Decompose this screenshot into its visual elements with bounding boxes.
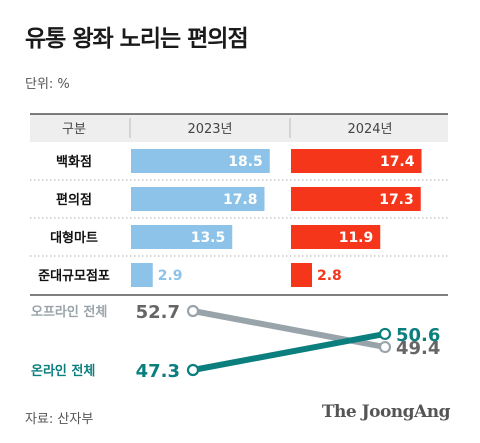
line-point xyxy=(186,304,200,318)
line-value-label: 49.4 xyxy=(396,338,440,359)
bar-2024 xyxy=(291,263,312,287)
bar-value-label: 17.8 xyxy=(223,192,258,208)
chart-title: 유통 왕좌 노리는 편의점 xyxy=(25,26,249,52)
bar-2024 xyxy=(291,187,421,211)
bar-value-label: 17.4 xyxy=(380,154,415,170)
bar-value-label: 13.5 xyxy=(191,230,226,246)
source-note: 자료: 산자부 xyxy=(25,412,94,427)
line-point xyxy=(186,363,200,377)
line-point xyxy=(378,327,392,341)
category-label: 준대규모점포 xyxy=(38,269,110,284)
category-label: 백화점 xyxy=(56,154,92,170)
bar-value-label: 2.9 xyxy=(158,268,183,284)
header-category: 구분 xyxy=(62,122,86,137)
bar-2023 xyxy=(131,225,233,249)
header-year-2023: 2023년 xyxy=(187,122,232,137)
bar-value-label: 17.3 xyxy=(379,192,414,208)
bar-2024 xyxy=(291,149,422,173)
line-series xyxy=(190,330,388,373)
category-label: 대형마트 xyxy=(50,230,98,246)
bar-value-label: 11.9 xyxy=(339,230,374,246)
line-series-name: 오프라인 전체 xyxy=(31,304,107,320)
line-point xyxy=(378,340,392,354)
category-label: 편의점 xyxy=(56,192,92,208)
line-series-name: 온라인 전체 xyxy=(31,363,95,379)
table-header-band xyxy=(30,114,448,142)
bar-2024 xyxy=(291,225,381,249)
line-value-label: 52.7 xyxy=(136,302,180,323)
bar-2023 xyxy=(131,263,153,287)
bar-value-label: 18.5 xyxy=(228,154,263,170)
header-year-2024: 2024년 xyxy=(347,122,392,137)
bar-2023 xyxy=(131,149,270,173)
bar-2023 xyxy=(131,187,265,211)
line-value-label: 47.3 xyxy=(136,361,180,382)
unit-label: 단위: % xyxy=(25,77,70,92)
publisher-logo: The JoongAng xyxy=(321,402,451,422)
bar-value-label: 2.8 xyxy=(317,268,342,284)
line-value-label: 50.6 xyxy=(396,325,440,346)
